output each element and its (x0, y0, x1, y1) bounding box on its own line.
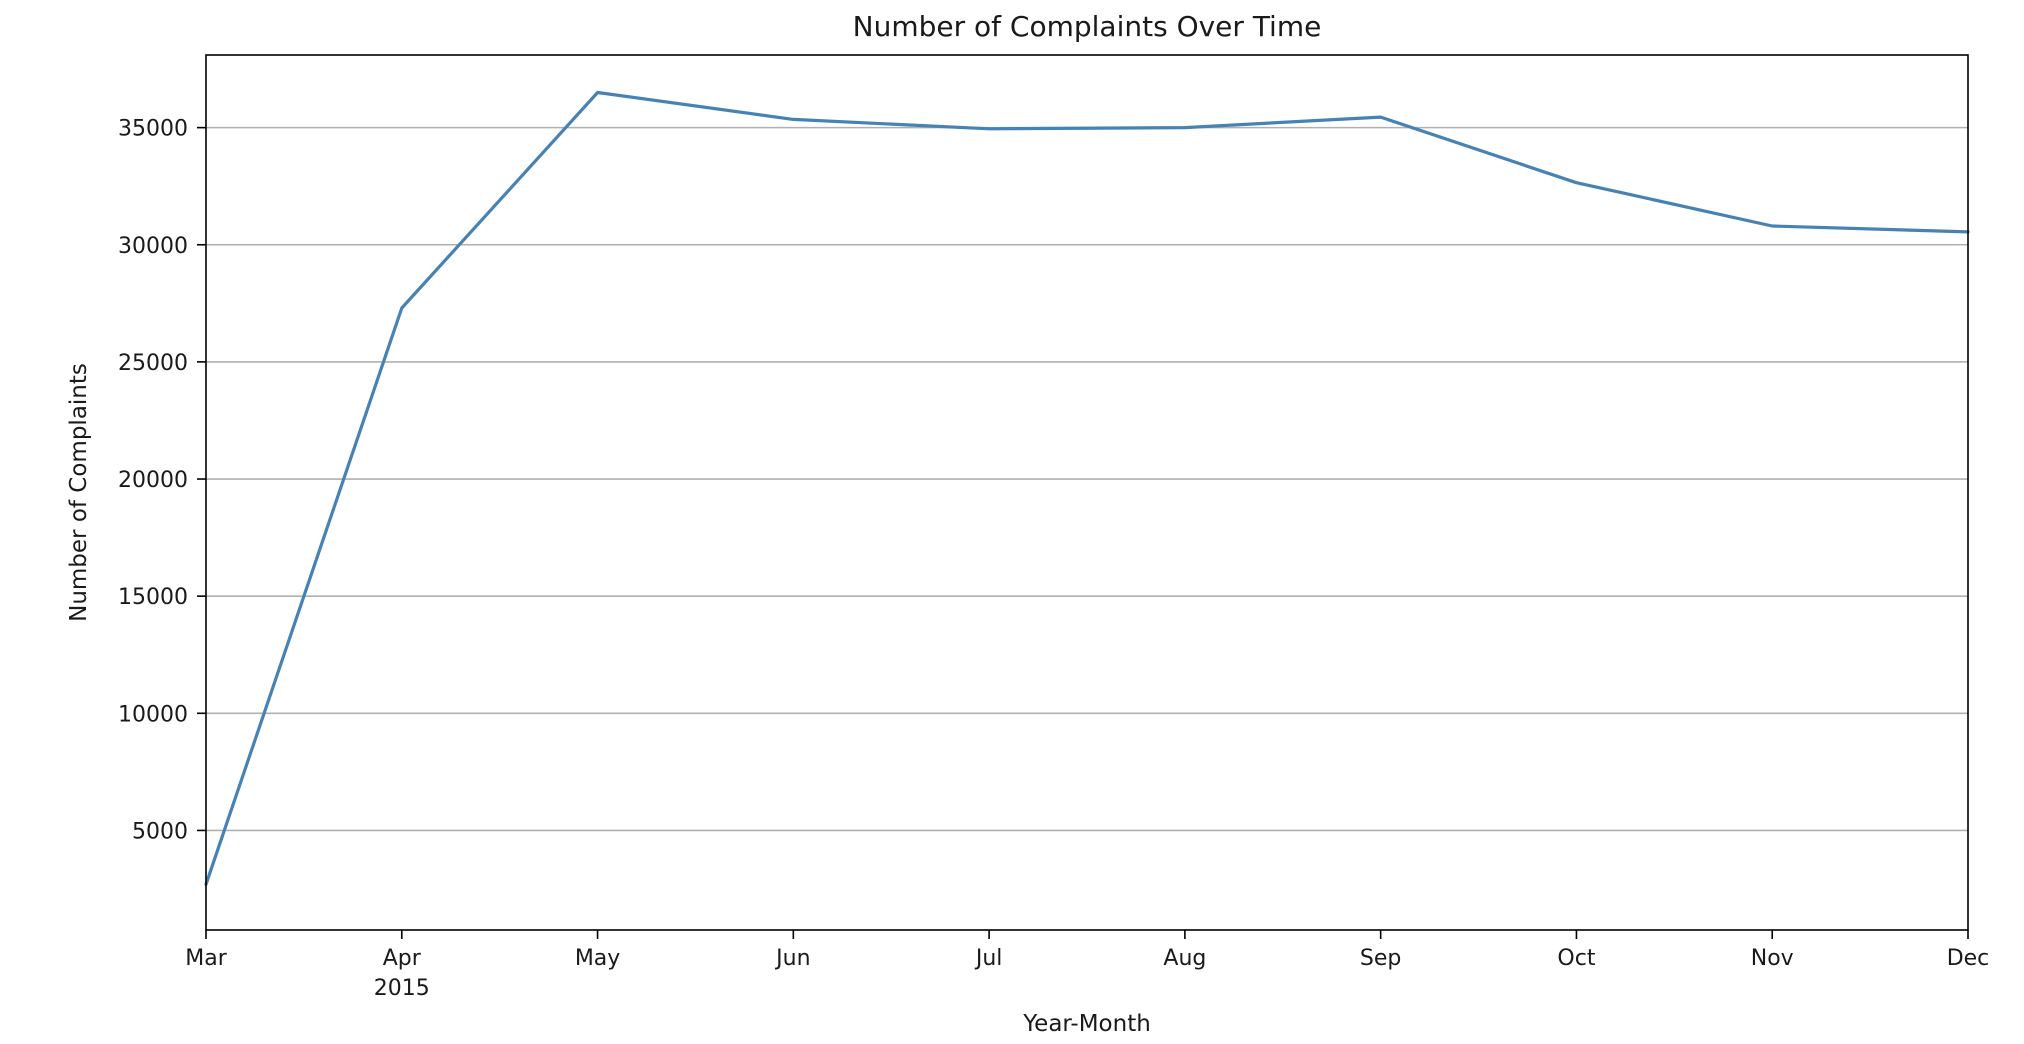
x-tick-label: Nov (1751, 946, 1794, 971)
x-tick-label: May (575, 946, 620, 971)
y-axis-title: Number of Complaints (66, 363, 92, 622)
x-tick-label: Oct (1557, 946, 1595, 971)
y-tick-label: 20000 (118, 468, 188, 493)
y-axis-ticks: 5000 10000 15000 20000 25000 30000 35000 (118, 117, 206, 844)
x-axis-year-label: 2015 (374, 976, 430, 1001)
data-point-apr (400, 306, 403, 310)
y-tick-label: 35000 (118, 117, 188, 142)
x-tick-label: Mar (185, 946, 227, 971)
y-tick-label: 10000 (118, 702, 188, 727)
x-tick-label: Apr (383, 946, 422, 971)
data-point-oct (1575, 181, 1578, 184)
data-point-jun (792, 118, 795, 121)
y-tick-label: 25000 (118, 351, 188, 376)
plot-frame (205, 54, 1969, 931)
x-tick-label: Dec (1947, 946, 1990, 971)
data-point-nov (1771, 224, 1774, 228)
x-axis-title: Year-Month (1022, 1011, 1151, 1037)
data-point-jul (987, 127, 991, 130)
x-tick-label: Jul (974, 946, 1003, 971)
x-tick-label: Aug (1163, 946, 1206, 971)
chart-title: Number of Complaints Over Time (853, 10, 1322, 43)
data-point-sep (1379, 115, 1382, 119)
x-axis-ticks: Mar Apr May Jun Jul Aug Sep Oct Nov Dec (185, 930, 1989, 971)
data-point-may (596, 91, 599, 94)
data-point-aug (1183, 126, 1187, 129)
y-tick-label: 30000 (118, 234, 188, 259)
gridlines (206, 126, 1968, 832)
complaints-series-line (204, 90, 1970, 886)
y-tick-label: 5000 (132, 819, 188, 844)
x-tick-label: Sep (1360, 946, 1401, 971)
y-tick-label: 15000 (118, 585, 188, 610)
x-tick-label: Jun (774, 946, 810, 971)
